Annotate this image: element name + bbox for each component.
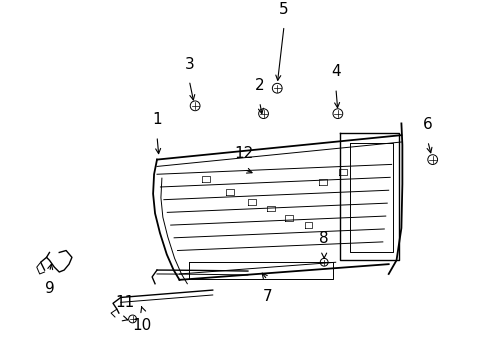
Text: 12: 12 (234, 145, 253, 161)
Text: 9: 9 (44, 281, 54, 296)
Text: 11: 11 (115, 295, 134, 310)
Text: 3: 3 (184, 57, 194, 72)
Text: 5: 5 (279, 2, 288, 17)
Text: 7: 7 (262, 289, 272, 303)
Text: 2: 2 (254, 78, 264, 93)
Text: 4: 4 (330, 64, 340, 80)
Text: 8: 8 (319, 231, 328, 246)
Text: 10: 10 (132, 318, 152, 333)
Text: 6: 6 (422, 117, 432, 132)
Text: 1: 1 (152, 112, 162, 127)
